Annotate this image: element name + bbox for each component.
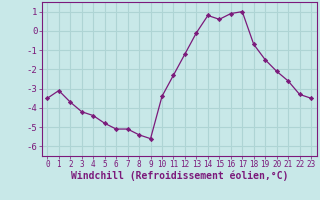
X-axis label: Windchill (Refroidissement éolien,°C): Windchill (Refroidissement éolien,°C) — [70, 171, 288, 181]
